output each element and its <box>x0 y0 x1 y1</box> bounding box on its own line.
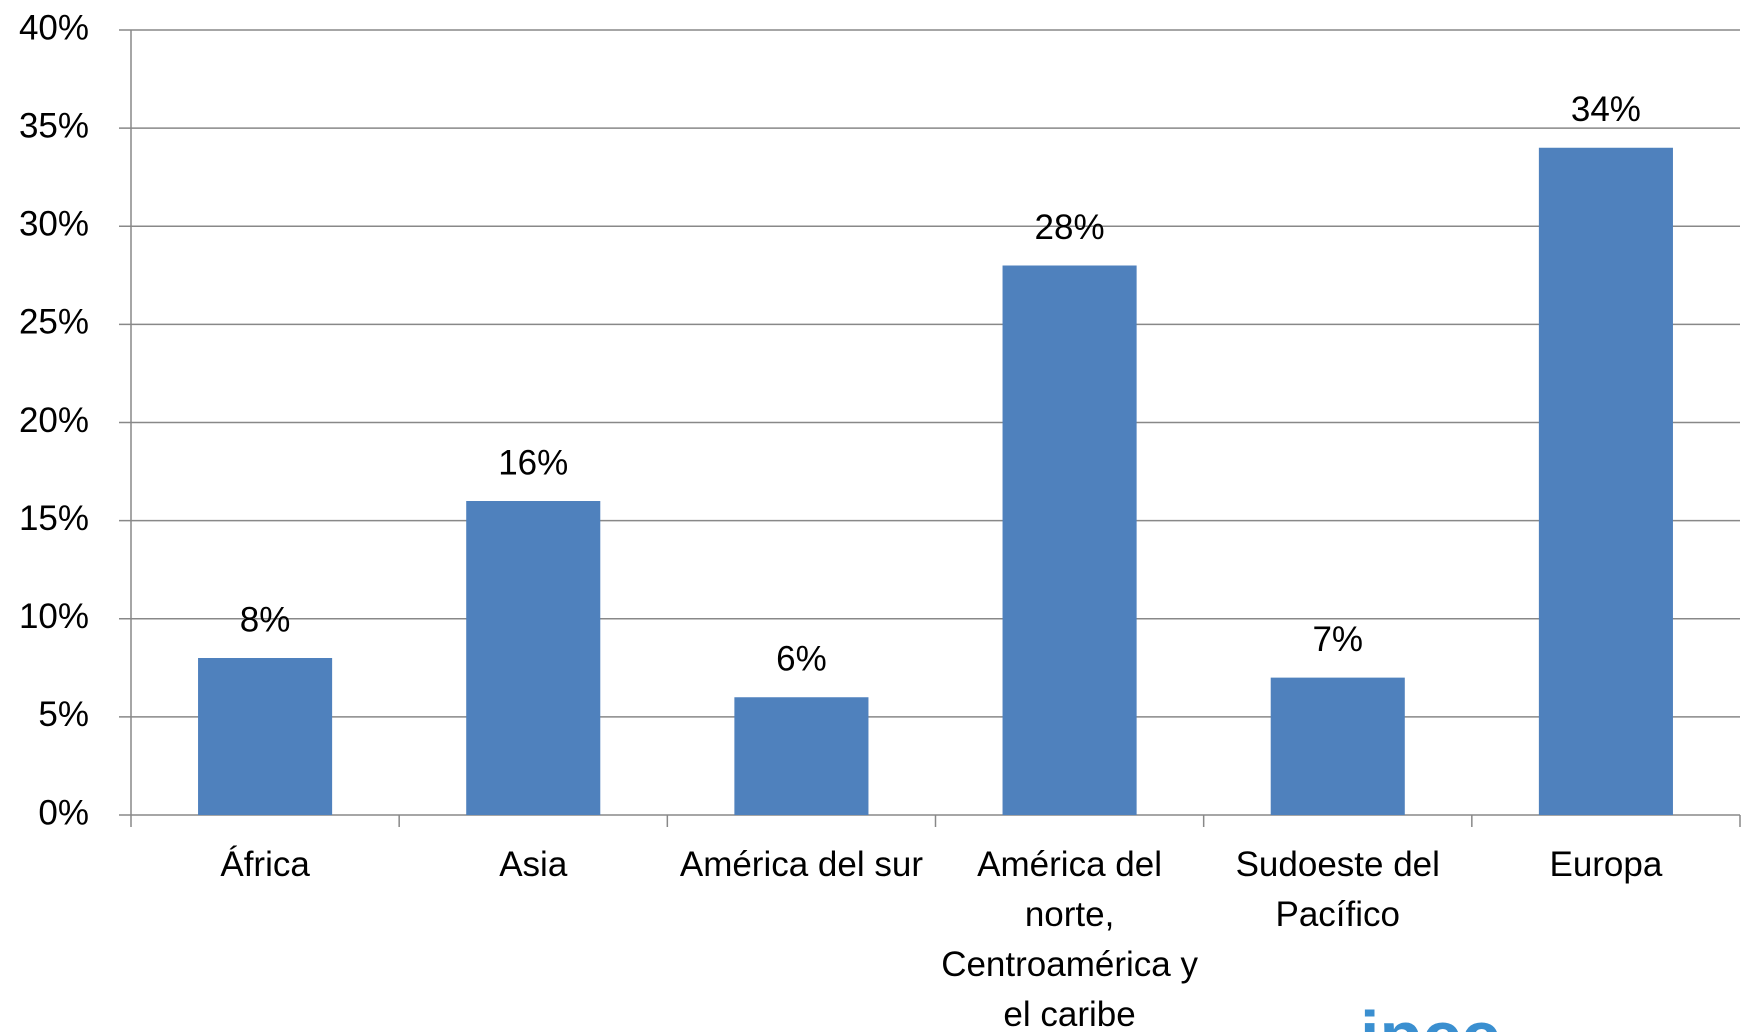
y-tick-label: 10% <box>19 597 89 636</box>
bar <box>734 697 869 815</box>
data-label: 28% <box>1035 208 1105 247</box>
data-label: 6% <box>776 640 827 679</box>
data-label: 7% <box>1312 620 1363 659</box>
data-label: 34% <box>1571 90 1641 129</box>
label-line: América del <box>977 845 1162 884</box>
x-tick-label: Asia <box>499 845 568 884</box>
x-tick-label: América del sur <box>680 845 923 884</box>
label-line: Europa <box>1549 845 1662 884</box>
label-line: América del sur <box>680 845 923 884</box>
y-tick-label: 5% <box>38 695 89 734</box>
y-tick-label: 35% <box>19 106 89 145</box>
y-tick-label: 40% <box>19 8 89 47</box>
x-tick-label: Europa <box>1549 845 1662 884</box>
bar <box>198 658 333 815</box>
label-line: norte, <box>1025 895 1115 934</box>
data-label: 8% <box>240 600 291 639</box>
logo: ipcc <box>1360 997 1500 1032</box>
bar <box>1002 265 1137 815</box>
y-tick-label: 25% <box>19 303 89 342</box>
label-line: África <box>220 845 310 884</box>
label-line: Sudoeste del <box>1236 845 1440 884</box>
x-tick-label: Sudoeste del Pacífico <box>1236 845 1440 934</box>
data-label: 16% <box>498 443 568 482</box>
y-tick-label: 15% <box>19 499 89 538</box>
bar <box>1270 677 1405 815</box>
y-tick-label: 0% <box>38 793 89 832</box>
label-line: Centroamérica y <box>941 945 1198 984</box>
y-tick-label: 30% <box>19 205 89 244</box>
x-tick-label: África <box>220 845 310 884</box>
label-line: el caribe <box>1003 995 1135 1032</box>
y-tick-label: 20% <box>19 401 89 440</box>
label-line: Pacífico <box>1276 895 1401 934</box>
x-tick-label: América del norte, Centroamérica y el carib… <box>941 845 1198 1032</box>
label-line: Asia <box>499 845 568 884</box>
bar <box>466 501 601 815</box>
bar <box>1538 147 1673 815</box>
